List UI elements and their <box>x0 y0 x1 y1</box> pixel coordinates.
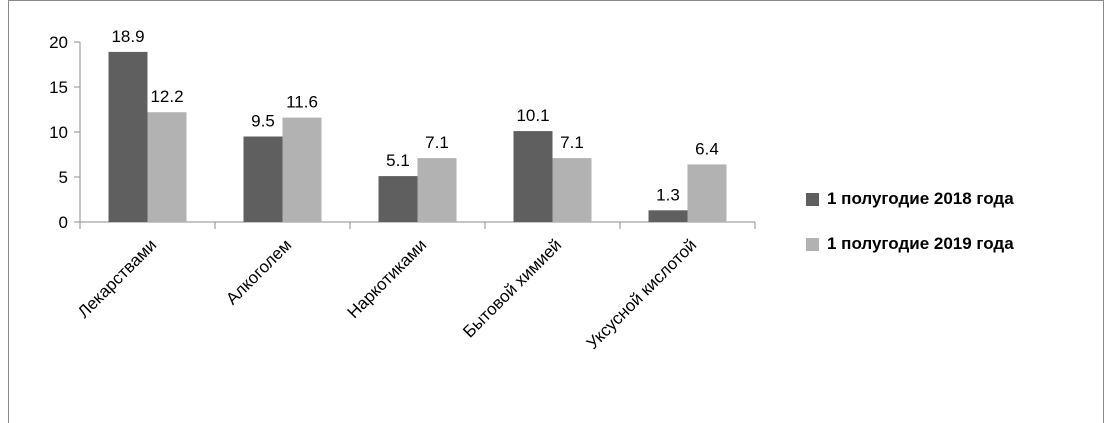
data-label: 11.6 <box>286 93 318 112</box>
category-label: Алкоголем <box>222 235 295 308</box>
y-tick-label: 10 <box>49 123 68 142</box>
y-tick-label: 5 <box>59 168 68 187</box>
data-label: 10.1 <box>516 106 549 125</box>
data-label: 9.5 <box>251 112 275 131</box>
y-tick-label: 15 <box>49 78 68 97</box>
bar-series-2 <box>417 158 457 222</box>
data-label: 5.1 <box>386 151 410 170</box>
bar-series-1 <box>378 176 418 222</box>
category-label: Наркотиками <box>344 235 431 322</box>
chart-frame <box>8 0 1104 423</box>
data-label: 7.1 <box>560 133 584 152</box>
legend-swatch-2018 <box>806 192 819 206</box>
legend-item-2019: 1 полугодие 2019 года <box>806 233 1014 255</box>
category-label: Уксусной кислотой <box>583 235 701 353</box>
legend-label-2018: 1 полугодие 2018 года <box>827 189 1014 208</box>
category-label: Бытовой химией <box>459 235 565 341</box>
legend-item-2018: 1 полугодие 2018 года <box>806 188 1014 210</box>
bar-series-2 <box>282 117 322 222</box>
bar-series-1 <box>513 131 553 222</box>
data-label: 18.9 <box>111 27 144 46</box>
legend-swatch-2019 <box>806 237 819 251</box>
category-label: Лекарствами <box>74 235 160 321</box>
y-tick-label: 0 <box>59 213 68 232</box>
category-labels: Лекарствами Алкоголем Наркотиками Бытовой х… <box>74 235 700 353</box>
bar-series-1 <box>648 210 688 222</box>
y-tick-label: 20 <box>49 33 68 52</box>
data-label: 6.4 <box>695 139 719 158</box>
bar-series-2 <box>147 112 187 222</box>
data-label: 1.3 <box>656 185 680 204</box>
data-label: 7.1 <box>425 133 449 152</box>
bars <box>108 51 727 223</box>
legend-label-2019: 1 полугодие 2019 года <box>827 234 1014 253</box>
bar-series-2 <box>687 164 727 222</box>
legend: 1 полугодие 2018 года 1 полугодие 2019 г… <box>806 188 1014 278</box>
data-labels: 18.9 12.2 9.5 11.6 5.1 7.1 10.1 7.1 1.3 6.4 <box>111 27 718 204</box>
y-axis: 0 5 10 15 20 <box>49 33 81 232</box>
bar-series-1 <box>108 51 148 223</box>
data-label: 12.2 <box>150 87 183 106</box>
x-axis <box>79 221 756 229</box>
bar-series-1 <box>243 136 283 222</box>
bar-series-2 <box>552 158 592 222</box>
